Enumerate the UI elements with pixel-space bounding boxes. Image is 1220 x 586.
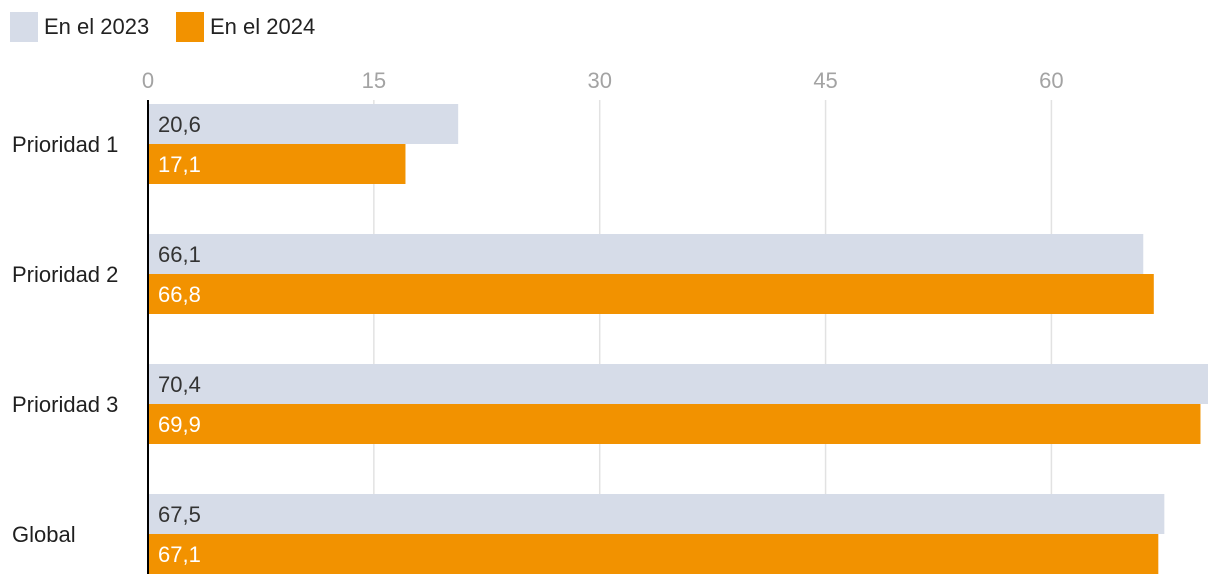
x-axis-ticks: 0 15 30 45 60 [142,68,1064,93]
legend-label: En el 2023 [44,14,149,39]
x-tick-label: 45 [813,68,837,93]
data-label: 20,6 [158,112,201,137]
x-tick-label: 0 [142,68,154,93]
category-label: Prioridad 3 [12,392,118,417]
bar-en-el-2024 [148,534,1159,574]
bar-group-prioridad-1: 20,6 17,1 [148,104,459,184]
legend-label: En el 2024 [210,14,315,39]
legend-item-en-el-2023: En el 2023 [10,12,149,42]
data-label: 67,1 [158,542,201,567]
category-label: Prioridad 1 [12,132,118,157]
bar-en-el-2024 [148,404,1201,444]
x-tick-label: 30 [587,68,611,93]
bar-en-el-2023 [148,494,1165,534]
data-label: 17,1 [158,152,201,177]
legend: En el 2023 En el 2024 [10,12,315,42]
bar-en-el-2023 [148,104,459,144]
legend-swatch [10,12,38,42]
x-tick-label: 60 [1039,68,1063,93]
data-label: 70,4 [158,372,201,397]
category-labels: Prioridad 1 Prioridad 2 Prioridad 3 Global [12,132,118,547]
bar-group-prioridad-2: 66,1 66,8 [148,234,1154,314]
legend-swatch [176,12,204,42]
bar-en-el-2024 [148,274,1154,314]
data-label: 67,5 [158,502,201,527]
data-label: 66,1 [158,242,201,267]
category-label: Global [12,522,76,547]
bar-group-prioridad-3: 70,4 69,9 [148,364,1208,444]
bar-en-el-2023 [148,234,1144,274]
legend-item-en-el-2024: En el 2024 [176,12,315,42]
bars: 20,6 17,1 66,1 66,8 70,4 69,9 67,5 67,1 [148,104,1208,574]
data-label: 66,8 [158,282,201,307]
category-label: Prioridad 2 [12,262,118,287]
data-label: 69,9 [158,412,201,437]
bar-group-global: 67,5 67,1 [148,494,1165,574]
x-tick-label: 15 [362,68,386,93]
bar-en-el-2024 [148,144,406,184]
bar-en-el-2023 [148,364,1208,404]
